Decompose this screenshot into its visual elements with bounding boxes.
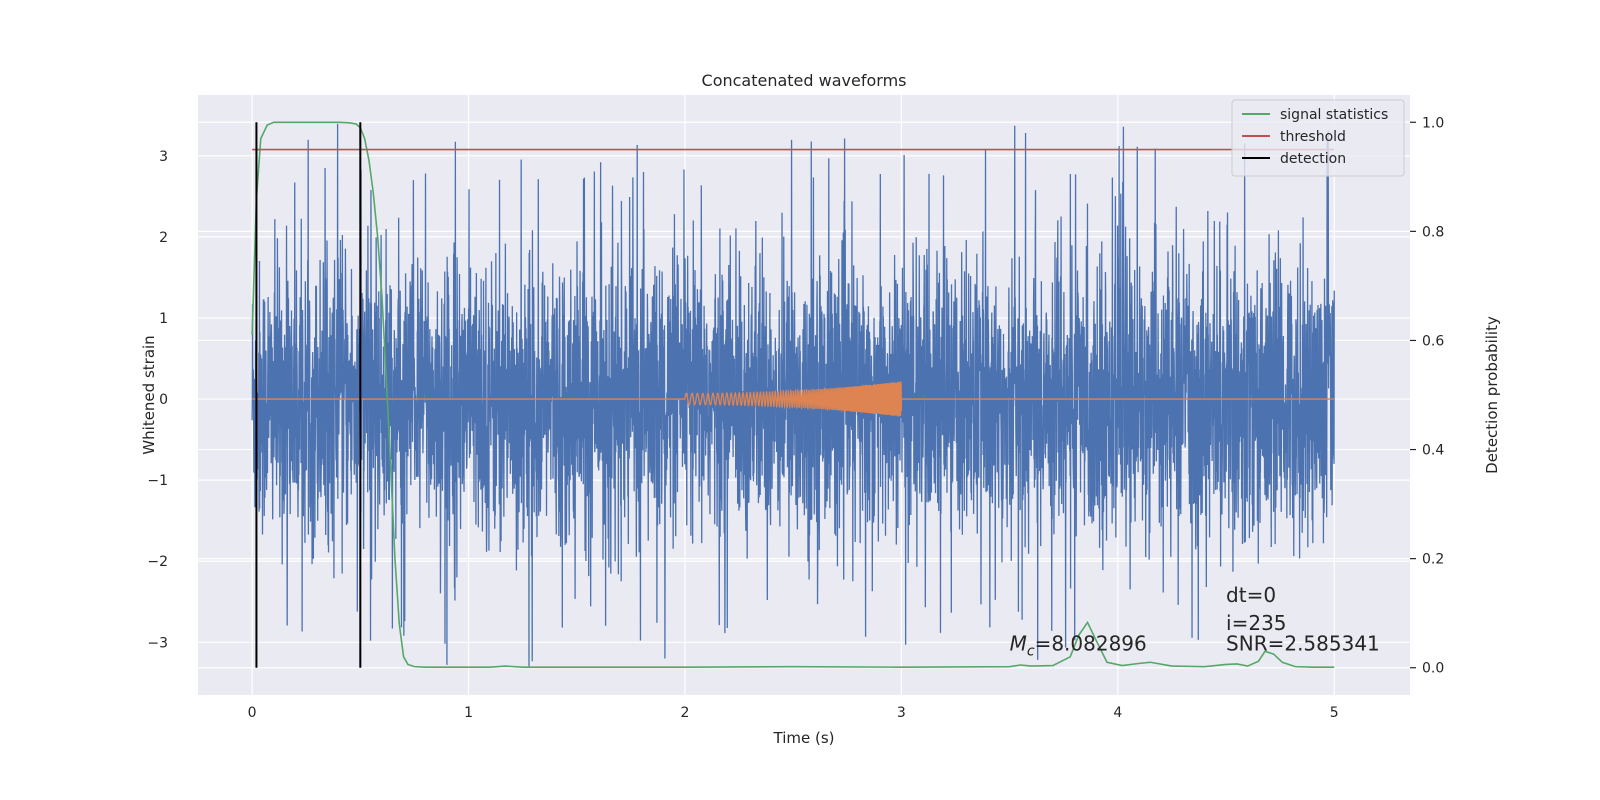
y-tick-label: 2 — [159, 230, 168, 246]
y2-axis-label: Detection probability — [1483, 316, 1501, 474]
y-tick-label: 1 — [159, 311, 168, 327]
y-tick-label: −2 — [147, 554, 168, 570]
legend-label: detection — [1280, 151, 1346, 167]
x-tick-label: 3 — [897, 705, 906, 721]
x-tick-label: 5 — [1330, 705, 1339, 721]
chart-title: Concatenated waveforms — [702, 71, 907, 90]
y2-tick-label: 1.0 — [1422, 115, 1444, 131]
legend: signal statistics threshold detection — [1231, 99, 1405, 177]
y-axis-label: Whitened strain — [140, 335, 158, 454]
legend-box — [1231, 99, 1405, 177]
y-tick-label: 3 — [159, 149, 168, 165]
y-tick-label: −1 — [147, 473, 168, 489]
y-axis-ticks: −3 −2 −1 0 1 2 3 — [147, 149, 168, 651]
x-tick-label: 4 — [1113, 705, 1122, 721]
x-tick-label: 0 — [248, 705, 257, 721]
annotation-text: i=235 — [1226, 611, 1287, 635]
annotation-text: Mc=8.082896 — [1010, 631, 1147, 659]
x-tick-label: 1 — [464, 705, 473, 721]
y2-tick-label: 0.6 — [1422, 333, 1444, 349]
y2-tick-label: 0.8 — [1422, 224, 1444, 240]
injected-waveform-line — [252, 381, 1335, 417]
y2-tick-label: 0.2 — [1422, 552, 1444, 568]
x-axis-label: Time (s) — [773, 729, 835, 747]
legend-label: signal statistics — [1280, 107, 1388, 123]
y2-axis-ticks: 0.0 0.2 0.4 0.6 0.8 1.0 — [1410, 115, 1444, 677]
annotation-text: SNR=2.585341 — [1226, 631, 1380, 655]
data-marks — [251, 121, 1335, 668]
y-tick-label: −3 — [147, 635, 168, 651]
annotation-text: dt=0 — [1226, 583, 1276, 607]
x-tick-label: 2 — [681, 705, 690, 721]
whitened-strain-line — [251, 123, 1335, 667]
detection-lines — [255, 122, 362, 668]
legend-label: threshold — [1280, 129, 1346, 145]
signal-statistics-line — [251, 121, 1335, 668]
y2-tick-label: 0.4 — [1422, 443, 1444, 459]
y2-tick-label: 0.0 — [1422, 661, 1444, 677]
x-axis-ticks: 0 1 2 3 4 5 — [248, 705, 1339, 721]
y-tick-label: 0 — [159, 392, 168, 408]
